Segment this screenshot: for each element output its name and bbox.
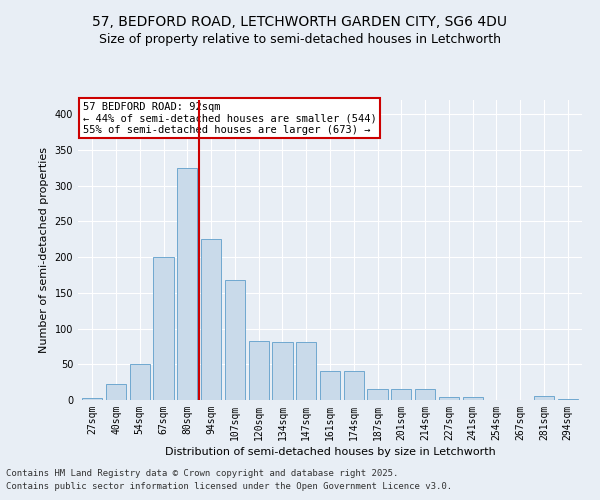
Text: 57 BEDFORD ROAD: 92sqm
← 44% of semi-detached houses are smaller (544)
55% of se: 57 BEDFORD ROAD: 92sqm ← 44% of semi-det… [83,102,377,134]
Bar [415,390,435,400]
Bar [391,390,412,400]
Bar [367,390,388,400]
Text: Contains public sector information licensed under the Open Government Licence v3: Contains public sector information licen… [6,482,452,491]
X-axis label: Distribution of semi-detached houses by size in Letchworth: Distribution of semi-detached houses by … [164,447,496,457]
Bar [534,396,554,400]
Bar [106,384,126,400]
Bar [201,240,221,400]
Text: Size of property relative to semi-detached houses in Letchworth: Size of property relative to semi-detach… [99,32,501,46]
Bar [177,168,197,400]
Bar [225,280,245,400]
Bar [320,372,340,400]
Bar [82,398,103,400]
Bar [344,372,364,400]
Bar [272,342,293,400]
Bar [130,364,150,400]
Bar [154,257,173,400]
Bar [296,342,316,400]
Text: Contains HM Land Registry data © Crown copyright and database right 2025.: Contains HM Land Registry data © Crown c… [6,468,398,477]
Text: 57, BEDFORD ROAD, LETCHWORTH GARDEN CITY, SG6 4DU: 57, BEDFORD ROAD, LETCHWORTH GARDEN CITY… [92,15,508,29]
Bar [439,397,459,400]
Bar [248,342,269,400]
Y-axis label: Number of semi-detached properties: Number of semi-detached properties [39,147,49,353]
Bar [463,397,483,400]
